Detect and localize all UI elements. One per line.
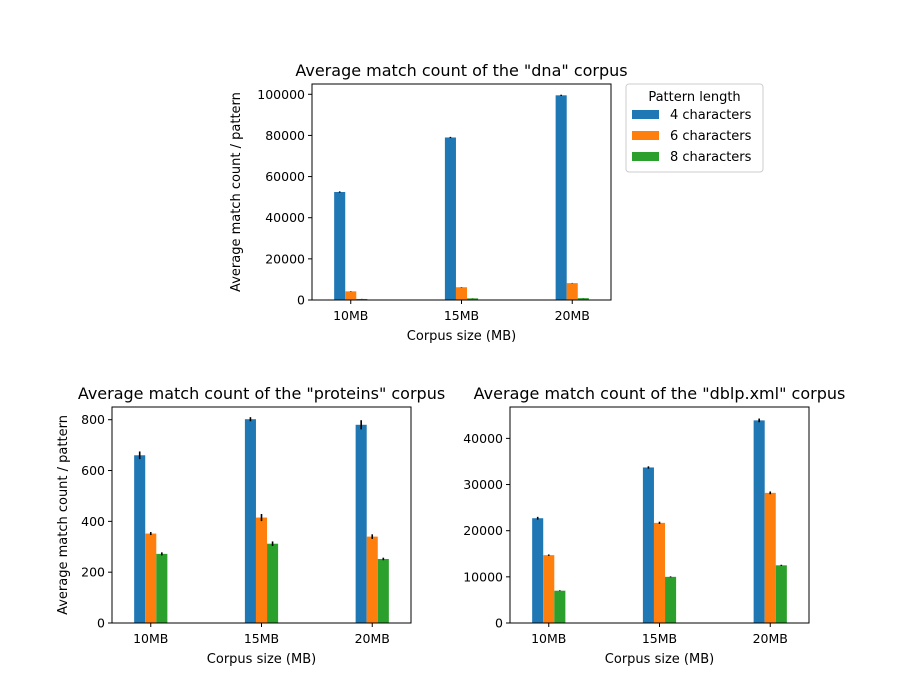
x-tick-label-1-2: 20MB (355, 631, 390, 646)
bar-1-0-2 (355, 424, 367, 623)
x-tick-label-0-2: 20MB (555, 308, 590, 323)
bar-1-0-0 (134, 455, 146, 623)
legend-title: Pattern length (648, 90, 740, 105)
legend-box (625, 83, 764, 173)
x-tick-label-2-2: 20MB (753, 631, 788, 646)
x-tick-label-1-1: 15MB (244, 631, 279, 646)
bar-0-2-0 (356, 298, 368, 300)
y-axis-label-1: Average match count / pattern (56, 415, 71, 615)
bar-2-2-1 (665, 576, 677, 623)
bar-2-1-2 (764, 492, 776, 623)
y-tick-label-0-2: 40000 (265, 210, 305, 225)
bar-1-1-1 (255, 517, 268, 623)
y-tick-label-1-1: 200 (81, 565, 105, 580)
y-tick-label-1-2: 400 (81, 514, 105, 529)
legend-entry-1: 6 characters (670, 129, 752, 144)
y-tick-label-0-0: 0 (297, 293, 305, 308)
bar-1-1-0 (145, 533, 157, 623)
bar-1-2-1 (267, 543, 279, 623)
bar-1-0-1 (244, 419, 256, 623)
bar-2-1-0 (543, 555, 555, 623)
bar-0-0-1 (444, 137, 456, 300)
y-tick-label-1-3: 600 (81, 463, 105, 478)
y-tick-label-0-1: 20000 (265, 251, 305, 266)
legend-swatch-2 (632, 152, 659, 161)
y-tick-label-2-3: 30000 (463, 477, 503, 492)
chart-title-1: Average match count of the "proteins" co… (78, 384, 445, 403)
bar-1-2-0 (156, 553, 168, 623)
bar-2-0-2 (753, 420, 765, 623)
y-tick-label-1-4: 800 (81, 412, 105, 427)
bar-2-2-2 (775, 565, 787, 623)
chart-title-2: Average match count of the "dblp.xml" co… (474, 384, 846, 403)
bar-2-1-1 (653, 522, 666, 623)
x-axis-label-1: Corpus size (MB) (207, 652, 316, 667)
y-tick-label-0-5: 100000 (257, 87, 305, 102)
y-tick-label-2-1: 10000 (463, 569, 503, 584)
x-axis-label-0: Corpus size (MB) (407, 329, 516, 344)
bar-0-2-1 (467, 298, 479, 300)
legend-swatch-1 (632, 131, 659, 140)
chart-title-0: Average match count of the "dna" corpus (295, 61, 627, 80)
bar-0-1-1 (455, 287, 468, 300)
bar-1-1-2 (366, 536, 378, 623)
x-tick-label-1-0: 10MB (133, 631, 168, 646)
y-tick-label-2-2: 20000 (463, 523, 503, 538)
bar-2-0-1 (642, 467, 654, 623)
bar-0-1-2 (566, 283, 578, 300)
x-tick-label-0-1: 15MB (444, 308, 479, 323)
y-tick-label-0-3: 60000 (265, 169, 305, 184)
bar-0-1-0 (345, 291, 357, 300)
x-tick-label-2-1: 15MB (642, 631, 677, 646)
y-tick-label-1-0: 0 (97, 616, 105, 631)
y-tick-label-0-4: 80000 (265, 128, 305, 143)
legend-swatch-0 (632, 110, 659, 119)
bar-1-2-2 (377, 558, 389, 623)
bar-0-0-2 (555, 95, 567, 300)
bar-0-0-0 (334, 192, 346, 300)
x-tick-label-0-0: 10MB (333, 308, 368, 323)
bar-2-2-0 (554, 590, 566, 623)
legend-entry-0: 4 characters (670, 108, 752, 123)
y-tick-label-2-4: 40000 (463, 431, 503, 446)
y-tick-label-2-0: 0 (495, 616, 503, 631)
x-axis-label-2: Corpus size (MB) (605, 652, 714, 667)
x-tick-label-2-0: 10MB (531, 631, 566, 646)
bar-2-0-0 (532, 518, 544, 623)
bar-0-2-2 (577, 298, 589, 300)
legend-entry-2: 8 characters (670, 150, 752, 165)
y-axis-label-0: Average match count / pattern (229, 92, 244, 292)
